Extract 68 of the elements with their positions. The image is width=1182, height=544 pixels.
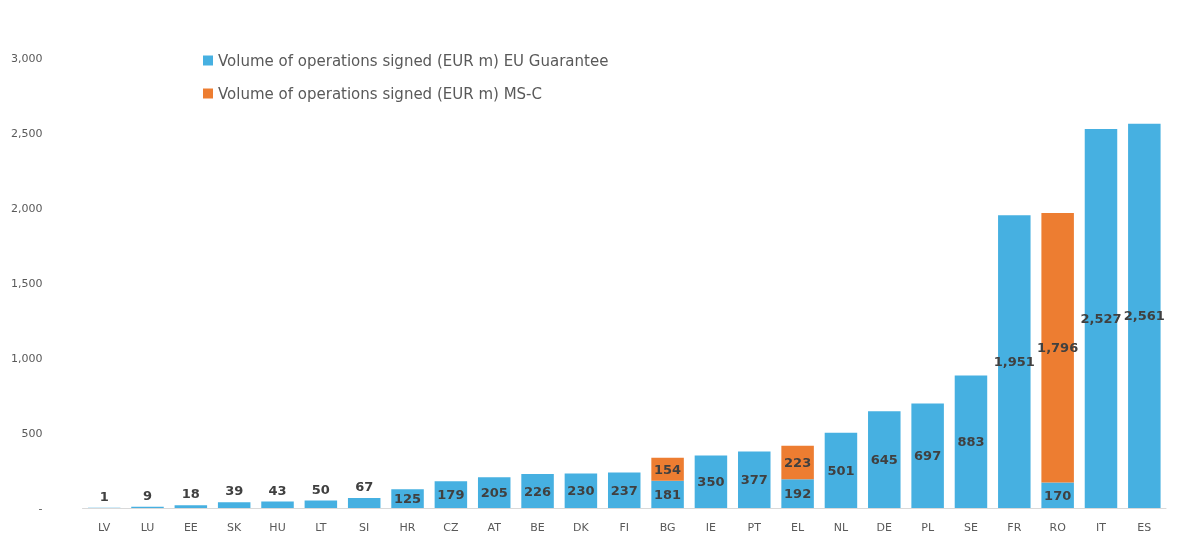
bar bbox=[174, 505, 208, 508]
bar bbox=[261, 501, 294, 508]
y-tick-label: - bbox=[38, 501, 43, 515]
data-label: 50 bbox=[311, 481, 330, 497]
y-tick-label: 1,500 bbox=[10, 276, 43, 290]
y-tick-label: 1,000 bbox=[10, 351, 43, 365]
x-tick-label: CZ bbox=[443, 521, 459, 534]
data-label: 645 bbox=[870, 452, 898, 468]
data-label: 18 bbox=[181, 486, 200, 502]
data-label: 237 bbox=[610, 482, 638, 498]
x-tick-label: LV bbox=[97, 521, 111, 534]
y-tick-label: 3,000 bbox=[10, 51, 43, 65]
bar bbox=[347, 497, 381, 508]
data-label: 179 bbox=[437, 487, 465, 503]
x-tick-label: LT bbox=[315, 521, 327, 534]
data-label: 1 bbox=[99, 488, 109, 504]
x-tick-label: DE bbox=[876, 521, 893, 534]
x-tick-label: EL bbox=[791, 521, 806, 534]
x-tick-label: LU bbox=[140, 521, 155, 534]
data-label: 226 bbox=[523, 483, 552, 499]
x-tick-label: AT bbox=[487, 521, 502, 534]
x-tick-label: EE bbox=[183, 521, 198, 534]
x-tick-label: BE bbox=[530, 521, 545, 534]
data-label: 377 bbox=[740, 472, 768, 488]
data-label: 181 bbox=[654, 486, 682, 502]
x-tick-label: PL bbox=[921, 521, 935, 534]
data-label: 9 bbox=[142, 487, 153, 503]
data-label: 125 bbox=[393, 491, 422, 507]
bar bbox=[217, 502, 251, 508]
x-tick-label: DK bbox=[573, 521, 590, 534]
data-label: 154 bbox=[654, 461, 682, 477]
x-tick-label: HR bbox=[399, 521, 416, 534]
data-label: 697 bbox=[914, 448, 942, 464]
legend-label: Volume of operations signed (EUR m) EU Guarantee bbox=[218, 51, 609, 70]
x-tick-label: SE bbox=[964, 521, 978, 534]
x-tick-label: IT bbox=[1096, 521, 1107, 534]
data-label: 350 bbox=[697, 474, 725, 490]
data-label: 501 bbox=[827, 462, 855, 478]
bar bbox=[911, 403, 944, 508]
data-label: 205 bbox=[480, 485, 508, 501]
x-tick-label: SK bbox=[227, 521, 243, 534]
x-tick-label: FI bbox=[619, 521, 630, 534]
bar bbox=[738, 451, 771, 508]
data-label: 170 bbox=[1044, 487, 1072, 503]
x-tick-label: BG bbox=[659, 521, 676, 534]
x-tick-label: NL bbox=[833, 521, 849, 534]
x-tick-label: ES bbox=[1137, 521, 1152, 534]
x-tick-label: SI bbox=[359, 521, 370, 534]
bar bbox=[304, 500, 338, 508]
x-tick-label: HU bbox=[269, 521, 286, 534]
y-tick-label: 500 bbox=[21, 426, 43, 440]
bar bbox=[824, 432, 858, 508]
legend-label: Volume of operations signed (EUR m) MS-C bbox=[218, 84, 542, 103]
data-label: 230 bbox=[567, 483, 595, 499]
bar bbox=[868, 411, 901, 508]
data-label: 192 bbox=[784, 486, 812, 502]
data-label: 883 bbox=[957, 434, 985, 450]
y-tick-label: 2,500 bbox=[10, 126, 43, 140]
data-label: 67 bbox=[355, 478, 374, 494]
y-tick-label: 2,000 bbox=[10, 201, 43, 215]
data-label: 43 bbox=[268, 482, 287, 498]
bar bbox=[954, 375, 988, 508]
x-tick-label: RO bbox=[1049, 521, 1067, 534]
x-tick-label: FR bbox=[1007, 521, 1022, 534]
x-tick-label: IE bbox=[705, 521, 717, 534]
data-label: 39 bbox=[225, 483, 244, 499]
x-tick-label: PT bbox=[747, 521, 762, 534]
data-label: 223 bbox=[784, 454, 812, 470]
